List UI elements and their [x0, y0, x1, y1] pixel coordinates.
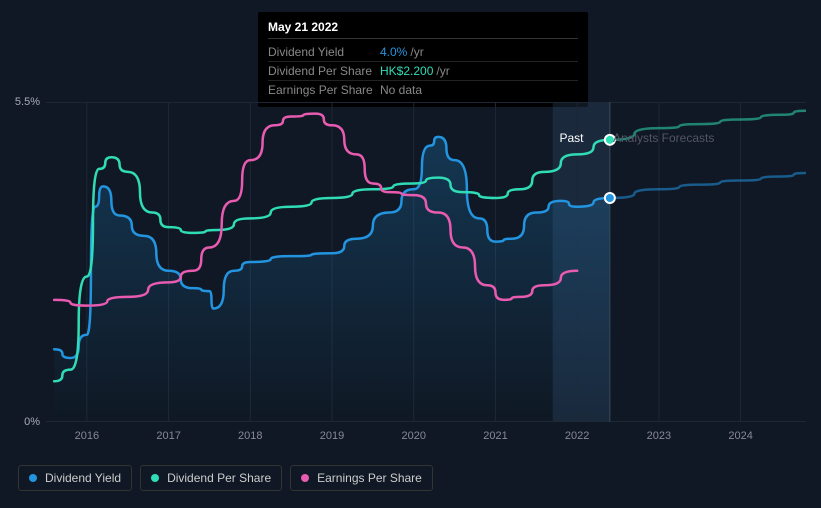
tooltip-row: Earnings Per ShareNo data [268, 81, 578, 99]
legend-item[interactable]: Earnings Per Share [290, 465, 433, 491]
x-axis-label: 2016 [75, 430, 99, 442]
tooltip-row: Dividend Per ShareHK$2.200/yr [268, 62, 578, 81]
x-axis-label: 2017 [156, 430, 180, 442]
x-axis-label: 2022 [565, 430, 589, 442]
chart-tooltip: May 21 2022 Dividend Yield4.0%/yrDividen… [258, 12, 588, 107]
tooltip-value: HK$2.200 [380, 64, 433, 78]
x-axis-label: 2023 [647, 430, 671, 442]
x-axis-label: 2021 [483, 430, 507, 442]
x-axis-label: 2020 [401, 430, 425, 442]
x-axis-label: 2024 [728, 430, 752, 442]
tooltip-date: May 21 2022 [268, 20, 578, 39]
tooltip-label: Dividend Yield [268, 45, 380, 59]
legend-dot-icon [301, 474, 309, 482]
x-axis-label: 2018 [238, 430, 262, 442]
past-label: Past [559, 131, 583, 145]
x-axis-labels: 2016 2017 2018 2019 2020 2021 2022 2023 2024 [46, 430, 806, 450]
line-chart[interactable] [46, 102, 806, 422]
tooltip-row: Dividend Yield4.0%/yr [268, 43, 578, 62]
y-axis-label: 5.5% [0, 96, 40, 108]
legend-item[interactable]: Dividend Per Share [140, 465, 282, 491]
tooltip-value: No data [380, 83, 422, 97]
y-axis-label: 0% [0, 416, 40, 428]
tooltip-label: Dividend Per Share [268, 64, 380, 78]
chart-container [18, 102, 806, 422]
tooltip-suffix: /yr [436, 64, 449, 78]
legend-label: Earnings Per Share [317, 471, 422, 485]
legend-dot-icon [151, 474, 159, 482]
tooltip-suffix: /yr [410, 45, 423, 59]
legend-dot-icon [29, 474, 37, 482]
tooltip-value: 4.0% [380, 45, 407, 59]
x-axis-label: 2019 [320, 430, 344, 442]
chart-legend: Dividend Yield Dividend Per Share Earnings… [18, 465, 433, 491]
legend-label: Dividend Yield [45, 471, 121, 485]
legend-item[interactable]: Dividend Yield [18, 465, 132, 491]
tooltip-label: Earnings Per Share [268, 83, 380, 97]
forecast-label: Analysts Forecasts [613, 131, 714, 145]
legend-label: Dividend Per Share [167, 471, 271, 485]
